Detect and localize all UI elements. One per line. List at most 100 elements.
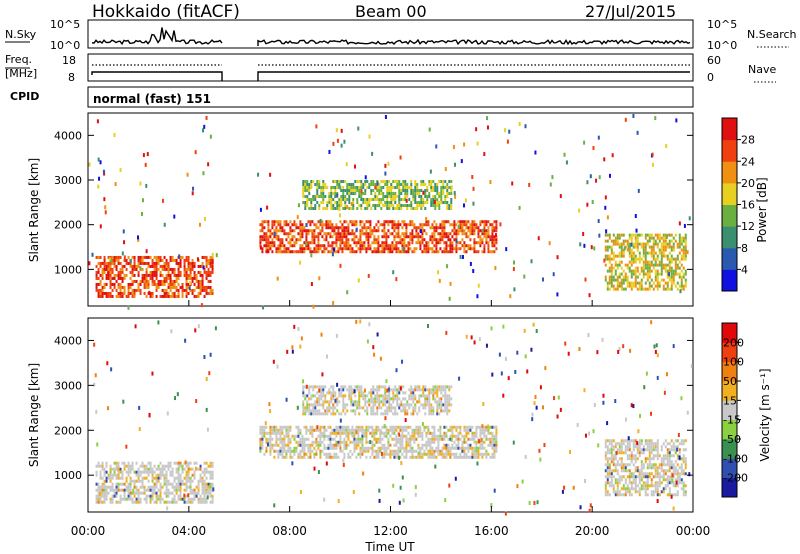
data-cell — [199, 270, 202, 274]
data-cell — [620, 251, 623, 255]
data-cell — [678, 472, 681, 476]
data-cell — [161, 497, 164, 501]
data-cell — [205, 500, 208, 504]
data-cell — [662, 266, 665, 270]
data-cell — [444, 385, 447, 389]
data-cell — [161, 273, 164, 277]
data-cell — [351, 247, 354, 251]
data-cell — [376, 409, 379, 413]
data-cell — [335, 226, 338, 230]
data-cell — [392, 270, 395, 275]
data-cell — [307, 232, 310, 236]
data-cell — [477, 452, 480, 456]
data-cell — [428, 400, 431, 404]
data-cell — [491, 238, 494, 242]
data-cell — [309, 443, 312, 447]
data-cell — [395, 235, 398, 239]
data-cell — [437, 428, 440, 432]
data-cell — [684, 490, 687, 494]
data-cell — [389, 425, 392, 429]
data-cell — [332, 412, 335, 416]
data-cell — [129, 291, 132, 295]
data-cell — [285, 434, 288, 438]
data-cell — [487, 244, 490, 248]
data-cell — [367, 440, 370, 444]
data-cell — [616, 487, 619, 491]
data-cell — [664, 439, 667, 443]
data-cell — [422, 388, 425, 392]
data-cell — [402, 189, 405, 193]
data-cell — [203, 467, 206, 471]
data-cell — [149, 485, 152, 489]
data-cell — [145, 183, 148, 188]
data-cell — [626, 263, 629, 267]
data-cell — [682, 442, 685, 446]
data-cell — [291, 235, 294, 239]
data-cell — [670, 454, 673, 458]
data-cell — [439, 431, 442, 435]
data-cell — [301, 250, 304, 254]
data-cell — [313, 232, 316, 236]
data-cell — [416, 400, 419, 404]
data-cell — [293, 437, 296, 441]
data-cell — [332, 406, 335, 410]
data-cell — [608, 472, 611, 476]
data-cell — [471, 232, 474, 236]
data-cell — [610, 272, 613, 276]
data-cell — [606, 457, 609, 461]
data-cell — [333, 437, 336, 441]
data-cell — [103, 500, 106, 504]
data-cell — [357, 431, 360, 435]
data-cell — [345, 229, 348, 233]
data-cell — [173, 273, 176, 277]
data-cell — [420, 195, 423, 199]
data-cell — [305, 238, 308, 242]
data-cell — [341, 229, 344, 233]
data-cell — [348, 391, 351, 395]
data-cell — [431, 235, 434, 239]
data-cell — [446, 406, 449, 410]
data-cell — [305, 443, 308, 447]
data-cell — [473, 238, 476, 242]
data-cell — [425, 440, 428, 444]
data-cell — [457, 229, 460, 233]
data-cell — [634, 233, 637, 237]
data-cell — [289, 238, 292, 242]
data-cell — [652, 493, 655, 497]
data-cell — [169, 288, 172, 292]
data-cell — [319, 223, 322, 227]
data-cell — [115, 255, 118, 259]
data-cell — [650, 284, 653, 288]
data-cell — [446, 189, 449, 193]
data-cell — [175, 485, 178, 489]
data-cell — [523, 274, 526, 279]
data-cell — [376, 388, 379, 392]
data-cell — [648, 239, 651, 243]
data-cell — [185, 485, 188, 489]
data-cell — [471, 437, 474, 441]
data-cell — [475, 446, 478, 450]
data-cell — [418, 192, 421, 196]
data-cell — [333, 250, 336, 254]
data-cell — [642, 445, 645, 449]
data-cell — [418, 204, 421, 208]
colorbar-swatch — [722, 118, 737, 141]
data-cell — [135, 461, 138, 465]
data-cell — [378, 192, 381, 196]
data-cell — [678, 478, 681, 482]
data-cell — [676, 257, 679, 261]
data-cell — [428, 394, 431, 398]
data-cell — [321, 235, 324, 239]
data-cell — [114, 182, 117, 187]
data-cell — [281, 452, 284, 456]
data-cell — [273, 449, 276, 453]
data-cell — [129, 259, 132, 264]
data-cell — [312, 207, 315, 211]
data-cell — [131, 461, 134, 465]
data-cell — [189, 488, 192, 492]
data-cell — [471, 226, 474, 230]
data-cell — [193, 470, 196, 474]
data-cell — [295, 425, 298, 429]
